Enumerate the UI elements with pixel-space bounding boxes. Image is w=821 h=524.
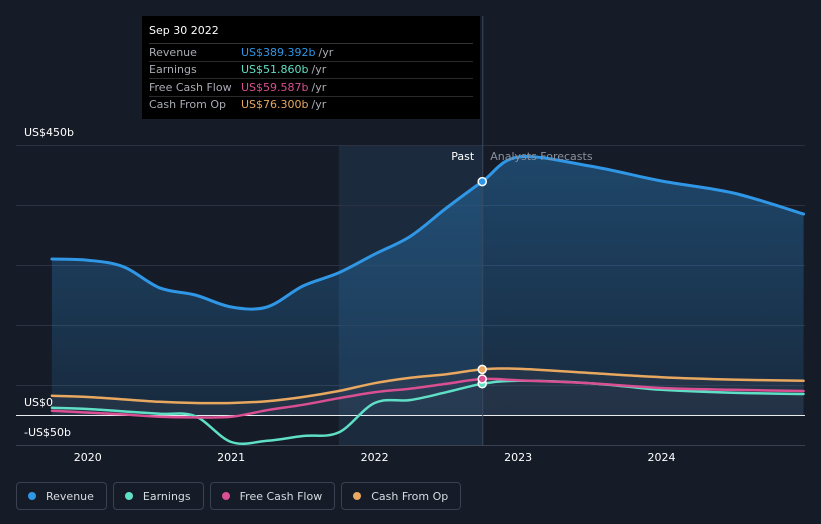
tooltip-value: US$59.587b bbox=[241, 80, 309, 94]
revenue-area bbox=[51, 156, 804, 415]
legend-dot-icon bbox=[221, 492, 230, 500]
tooltip-label: Cash From Op bbox=[149, 98, 227, 112]
tooltip-label: Free Cash Flow bbox=[149, 80, 232, 94]
tooltip-row-cash-from-op: Cash From Op US$76.300b /yr bbox=[149, 97, 473, 114]
legend-item-revenue[interactable]: Revenue bbox=[16, 482, 107, 510]
legend-item-free-cash-flow[interactable]: Free Cash Flow bbox=[209, 482, 336, 510]
tooltip-value: US$51.860b bbox=[241, 63, 309, 77]
tooltip: Sep 30 2022 Revenue US$389.392b /yr Earn… bbox=[142, 16, 480, 119]
tooltip-row-revenue: Revenue US$389.392b /yr bbox=[149, 44, 473, 62]
tooltip-unit: /yr bbox=[311, 63, 327, 77]
legend: Revenue Earnings Free Cash Flow Cash Fro… bbox=[16, 482, 462, 512]
legend-item-cash-from-op[interactable]: Cash From Op bbox=[341, 482, 462, 510]
legend-label: Earnings bbox=[142, 489, 191, 503]
legend-item-earnings[interactable]: Earnings bbox=[112, 482, 204, 510]
tooltip-date: Sep 30 2022 bbox=[149, 24, 473, 44]
tooltip-unit: /yr bbox=[311, 80, 327, 94]
x-tick-label: 2024 bbox=[648, 451, 676, 464]
tooltip-value: US$389.392b bbox=[241, 45, 316, 59]
cash-from-op-marker bbox=[477, 364, 487, 375]
tooltip-label: Revenue bbox=[149, 45, 197, 59]
y-tick-label-zero: US$0 bbox=[24, 396, 53, 409]
tooltip-unit: /yr bbox=[318, 45, 334, 59]
y-tick-label-top: US$450b bbox=[24, 126, 74, 139]
legend-dot-icon bbox=[353, 492, 362, 500]
legend-label: Free Cash Flow bbox=[239, 489, 323, 503]
tooltip-row-free-cash-flow: Free Cash Flow US$59.587b /yr bbox=[149, 79, 473, 97]
x-tick-label: 2023 bbox=[504, 451, 532, 464]
legend-label: Cash From Op bbox=[371, 489, 449, 503]
forecast-label: Analysts Forecasts bbox=[490, 150, 593, 163]
x-tick-label: 2021 bbox=[217, 451, 245, 464]
tooltip-value: US$76.300b bbox=[241, 98, 309, 112]
cash-from-op-line bbox=[50, 367, 805, 405]
legend-label: Revenue bbox=[46, 489, 94, 503]
past-label: Past bbox=[451, 150, 475, 163]
legend-dot-icon bbox=[124, 492, 133, 500]
free-cash-flow-line bbox=[50, 377, 805, 419]
x-tick-label: 2022 bbox=[361, 451, 389, 464]
y-tick-label-bottom: -US$50b bbox=[24, 426, 71, 439]
revenue-marker bbox=[477, 176, 487, 187]
tooltip-row-earnings: Earnings US$51.860b /yr bbox=[149, 62, 473, 79]
legend-dot-icon bbox=[28, 492, 36, 500]
tooltip-unit: /yr bbox=[311, 98, 327, 112]
tooltip-label: Earnings bbox=[149, 63, 197, 77]
revenue-line bbox=[50, 154, 806, 311]
x-tick-label: 2020 bbox=[74, 451, 102, 464]
free-cash-flow-marker bbox=[477, 374, 487, 384]
